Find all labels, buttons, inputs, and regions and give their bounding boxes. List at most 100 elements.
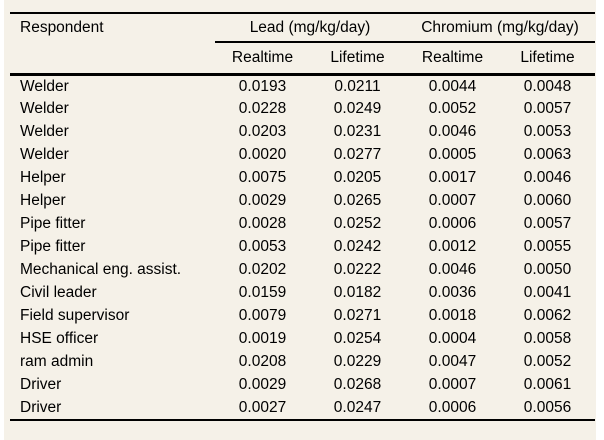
value-cell: 0.0029: [238, 192, 287, 209]
value-cell: 0.0205: [333, 169, 382, 186]
value-cell: 0.0075: [238, 169, 287, 186]
value-cell: 0.0007: [428, 376, 477, 393]
value-cell: 0.0047: [428, 353, 477, 370]
group-header-lead: Lead (mg/kg/day): [215, 13, 405, 43]
table-row: Welder 0.0193 0.0211 0.0044 0.0048: [10, 75, 595, 98]
group-header-chromium: Chromium (mg/kg/day): [405, 13, 595, 43]
value-cell: 0.0228: [238, 100, 287, 117]
respondent-cell: Driver: [20, 376, 62, 393]
table-row: HSE officer 0.0019 0.0254 0.0004 0.0058: [10, 328, 595, 351]
value-cell: 0.0268: [333, 376, 382, 393]
value-cell: 0.0229: [333, 353, 382, 370]
respondent-cell: ram admin: [20, 353, 94, 370]
value-cell: 0.0252: [333, 215, 382, 232]
respondent-cell: Welder: [20, 100, 69, 117]
table-row: Driver 0.0027 0.0247 0.0006 0.0056: [10, 397, 595, 420]
value-cell: 0.0048: [523, 77, 572, 95]
value-cell: 0.0055: [523, 238, 572, 255]
respondent-cell: Welder: [20, 146, 69, 163]
respondent-cell: Mechanical eng. assist.: [20, 261, 182, 278]
respondent-cell: Helper: [20, 169, 66, 186]
respondent-cell: Civil leader: [20, 284, 97, 301]
table-row: Welder 0.0020 0.0277 0.0005 0.0063: [10, 144, 595, 167]
group-header-row: Respondent Lead (mg/kg/day) Chromium (mg…: [10, 13, 595, 43]
value-cell: 0.0231: [333, 123, 382, 140]
value-cell: 0.0053: [238, 238, 287, 255]
respondent-column-header: Respondent: [20, 19, 104, 36]
value-cell: 0.0193: [238, 77, 287, 95]
table-row: Driver 0.0029 0.0268 0.0007 0.0061: [10, 374, 595, 397]
value-cell: 0.0007: [428, 192, 477, 209]
value-cell: 0.0005: [428, 146, 477, 163]
value-cell: 0.0046: [428, 261, 477, 278]
value-cell: 0.0061: [523, 376, 572, 393]
sub-header-row: Realtime Lifetime Realtime Lifetime: [10, 42, 595, 76]
table-row: Welder 0.0203 0.0231 0.0046 0.0053: [10, 121, 595, 144]
table-row: Pipe fitter 0.0053 0.0242 0.0012 0.0055: [10, 236, 595, 259]
table-row: Mechanical eng. assist. 0.0202 0.0222 0.…: [10, 259, 595, 282]
value-cell: 0.0063: [523, 146, 572, 163]
table-row: Civil leader 0.0159 0.0182 0.0036 0.0041: [10, 282, 595, 305]
value-cell: 0.0019: [238, 330, 287, 347]
value-cell: 0.0028: [238, 215, 287, 232]
value-cell: 0.0006: [428, 215, 477, 232]
value-cell: 0.0208: [238, 353, 287, 370]
respondent-cell: Welder: [20, 77, 69, 95]
value-cell: 0.0006: [428, 398, 477, 416]
value-cell: 0.0036: [428, 284, 477, 301]
value-cell: 0.0052: [428, 100, 477, 117]
value-cell: 0.0004: [428, 330, 477, 347]
value-cell: 0.0056: [523, 398, 572, 416]
table-row: Helper 0.0075 0.0205 0.0017 0.0046: [10, 167, 595, 190]
exposure-dose-table: Respondent Lead (mg/kg/day) Chromium (mg…: [10, 12, 595, 421]
value-cell: 0.0211: [334, 77, 381, 95]
value-cell: 0.0247: [333, 398, 382, 416]
value-cell: 0.0249: [333, 100, 382, 117]
value-cell: 0.0062: [523, 307, 572, 324]
table-row: Welder 0.0228 0.0249 0.0052 0.0057: [10, 98, 595, 121]
respondent-cell: Field supervisor: [20, 307, 130, 324]
respondent-cell: HSE officer: [20, 330, 99, 347]
value-cell: 0.0265: [333, 192, 382, 209]
table-body: Welder 0.0193 0.0211 0.0044 0.0048 Welde…: [10, 75, 595, 420]
value-cell: 0.0159: [238, 284, 287, 301]
table-row: ram admin 0.0208 0.0229 0.0047 0.0052: [10, 351, 595, 374]
value-cell: 0.0222: [333, 261, 382, 278]
sub-header-lead-lifetime: Lifetime: [310, 42, 405, 76]
respondent-cell: Driver: [20, 398, 62, 416]
respondent-cell: Pipe fitter: [20, 215, 86, 232]
value-cell: 0.0058: [523, 330, 572, 347]
value-cell: 0.0046: [523, 169, 572, 186]
value-cell: 0.0057: [523, 100, 572, 117]
value-cell: 0.0060: [523, 192, 572, 209]
value-cell: 0.0203: [238, 123, 287, 140]
value-cell: 0.0079: [238, 307, 287, 324]
value-cell: 0.0041: [523, 284, 572, 301]
value-cell: 0.0242: [333, 238, 382, 255]
value-cell: 0.0182: [333, 284, 382, 301]
value-cell: 0.0020: [238, 146, 287, 163]
value-cell: 0.0277: [333, 146, 382, 163]
value-cell: 0.0202: [238, 261, 287, 278]
respondent-cell: Helper: [20, 192, 66, 209]
value-cell: 0.0057: [523, 215, 572, 232]
respondent-cell: Welder: [20, 123, 69, 140]
value-cell: 0.0254: [333, 330, 382, 347]
sub-header-chromium-realtime: Realtime: [405, 42, 500, 76]
table-row: Helper 0.0029 0.0265 0.0007 0.0060: [10, 190, 595, 213]
value-cell: 0.0017: [428, 169, 477, 186]
table-header: Respondent Lead (mg/kg/day) Chromium (mg…: [10, 13, 595, 76]
value-cell: 0.0053: [523, 123, 572, 140]
sub-header-lead-realtime: Realtime: [215, 42, 310, 76]
value-cell: 0.0052: [523, 353, 572, 370]
sub-header-spacer: [10, 42, 215, 76]
value-cell: 0.0046: [428, 123, 477, 140]
table-row: Pipe fitter 0.0028 0.0252 0.0006 0.0057: [10, 213, 595, 236]
value-cell: 0.0044: [428, 77, 477, 95]
respondent-cell: Pipe fitter: [20, 238, 86, 255]
value-cell: 0.0012: [428, 238, 477, 255]
table-row: Field supervisor 0.0079 0.0271 0.0018 0.…: [10, 305, 595, 328]
value-cell: 0.0027: [238, 398, 287, 416]
sub-header-chromium-lifetime: Lifetime: [500, 42, 595, 76]
value-cell: 0.0018: [428, 307, 477, 324]
